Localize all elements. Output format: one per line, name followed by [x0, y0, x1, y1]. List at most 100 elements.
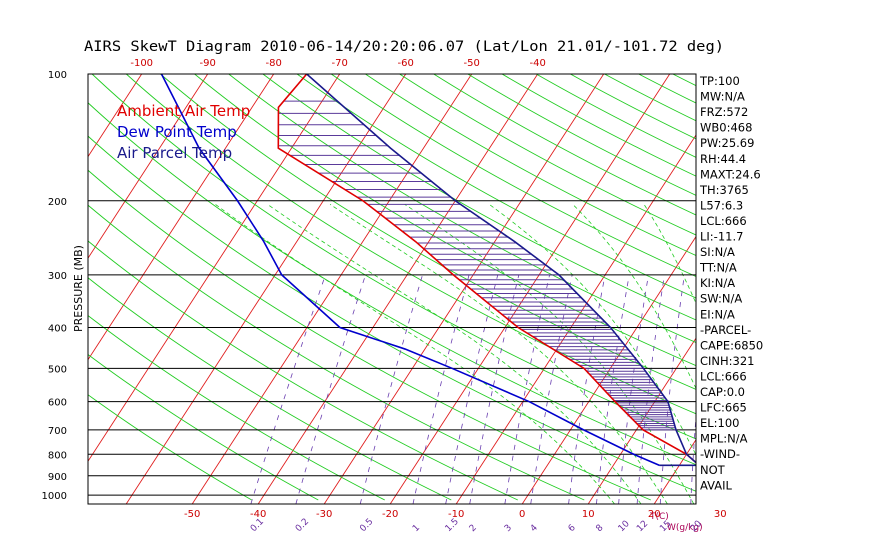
dry-adiabat-line	[399, 74, 696, 236]
mixing-ratio-line	[295, 274, 366, 504]
legend-entry-0: Ambient Air Temp	[117, 102, 250, 120]
chart-title: AIRS SkewT Diagram 2010-06-14/20:20:06.0…	[84, 39, 724, 55]
dry-adiabat-line	[433, 74, 696, 216]
mixing-ratio-line	[596, 274, 630, 504]
isotherm-line	[88, 74, 143, 158]
index-label: AVAIL	[700, 478, 733, 492]
mixing-ratio-label: 0.5	[358, 517, 375, 534]
dry-adiabat-line	[88, 277, 452, 501]
isotherm-line	[88, 74, 209, 259]
dry-adiabat-line	[467, 74, 696, 196]
index-label: LCL:666	[700, 369, 747, 383]
moist-adiabat-line	[489, 204, 696, 456]
dry-adiabat-line	[88, 314, 385, 501]
dry-adiabat-line	[88, 135, 696, 492]
index-label: LI:-11.7	[700, 230, 743, 244]
dry-adiabat-line	[844, 74, 870, 500]
index-label: -PARCEL-	[700, 323, 751, 337]
bottom-temp-tick-label: -20	[382, 509, 398, 520]
dry-adiabat-line	[160, 74, 696, 390]
mixing-ratio-label: 6	[567, 523, 578, 534]
pressure-tick-label: 800	[48, 450, 67, 461]
pressure-tick-label: 1000	[42, 491, 67, 502]
dry-adiabat-line	[88, 394, 252, 501]
bottom-temp-tick-label: 30	[714, 509, 727, 520]
index-label: L57:6.3	[700, 198, 743, 212]
mixing-ratio-label: 4	[529, 523, 540, 534]
mixing-ratio-label: 0.2	[294, 517, 311, 534]
index-label: TT:N/A	[699, 261, 737, 275]
isotherm-line	[852, 74, 870, 504]
series-line-2	[306, 74, 696, 464]
moist-adiabat-line	[215, 204, 615, 504]
isotherm-line	[653, 438, 696, 504]
top-temp-tick-label: -40	[530, 58, 546, 69]
dry-adiabat-line	[330, 74, 696, 277]
index-label: MW:N/A	[700, 90, 745, 104]
index-label: WB0:468	[700, 121, 752, 135]
mixing-ratio-label: 10	[617, 519, 632, 534]
index-label: NOT	[700, 463, 726, 477]
series-line-1	[160, 74, 660, 467]
index-label: LFC:665	[700, 401, 747, 415]
pressure-tick-label: 300	[48, 271, 67, 282]
mixing-ratio-line	[412, 274, 470, 504]
index-label: MAXT:24.6	[700, 167, 761, 181]
index-label: KI:N/A	[700, 276, 735, 290]
bottom-temp-tick-label: -10	[448, 509, 464, 520]
top-temp-tick-label: -90	[200, 58, 216, 69]
mixing-ratio-label: 1	[411, 523, 422, 534]
dry-adiabat-line	[262, 74, 696, 321]
top-temp-tick-label: -70	[332, 58, 348, 69]
bottom-temp-tick-label: 10	[582, 509, 595, 520]
mixing-ratio-label: 2	[468, 523, 479, 534]
index-label: LCL:666	[700, 214, 747, 228]
index-label: TH:3765	[699, 183, 749, 197]
mixing-ratio-line	[530, 274, 573, 504]
isotherm-line	[786, 74, 870, 504]
index-label: -WIND-	[700, 447, 740, 461]
y-axis-label: PRESSURE (MB)	[72, 245, 85, 332]
dry-adiabat-line	[535, 74, 696, 158]
index-label: TP:100	[699, 74, 740, 88]
isotherm-line	[257, 74, 539, 504]
pressure-tick-label: 100	[48, 70, 67, 81]
mixing-ratio-line	[445, 274, 499, 504]
moist-adiabat-line	[404, 204, 695, 504]
index-label: CAP:0.0	[700, 385, 745, 399]
dry-adiabat-line	[775, 74, 870, 500]
pressure-tick-label: 200	[48, 197, 67, 208]
index-label: SI:N/A	[700, 245, 735, 259]
bottom-temp-tick-label: 20	[648, 509, 661, 520]
dry-adiabat-line	[809, 74, 870, 500]
legend-entry-2: Air Parcel Temp	[117, 144, 232, 162]
bottom-temp-tick-label: -40	[250, 509, 266, 520]
mixing-ratio-label: 12	[635, 519, 650, 534]
top-temp-tick-label: -50	[464, 58, 480, 69]
pressure-tick-label: 600	[48, 398, 67, 409]
dry-adiabat-line	[91, 74, 696, 440]
index-label: FRZ:572	[700, 105, 748, 119]
index-label: CINH:321	[700, 354, 755, 368]
moist-adiabat-line	[572, 204, 696, 390]
top-temp-tick-label: -80	[266, 58, 282, 69]
dry-adiabat-line	[365, 74, 696, 257]
dry-adiabat-line	[228, 74, 696, 343]
dry-adiabat-line	[88, 204, 585, 501]
dry-adiabat-line	[88, 102, 696, 466]
mixing-ratio-label: 8	[594, 523, 605, 534]
dry-adiabat-line	[741, 74, 870, 500]
pressure-tick-label: 500	[48, 364, 67, 375]
mixing-ratio-line	[504, 274, 550, 504]
index-label: EL:100	[700, 416, 740, 430]
dry-adiabat-line	[296, 74, 696, 299]
top-temp-tick-label: -100	[130, 58, 153, 69]
mixing-ratio-line	[618, 274, 649, 504]
pressure-tick-label: 900	[48, 472, 67, 483]
index-label: PW:25.69	[700, 136, 754, 150]
bottom-temp-tick-label: 0	[519, 509, 525, 520]
top-temp-tick-label: -60	[398, 58, 414, 69]
index-label: MPL:N/A	[700, 432, 748, 446]
x-axis-label-mixing: W(g/kg)	[667, 523, 703, 533]
isotherm-line	[521, 235, 696, 504]
